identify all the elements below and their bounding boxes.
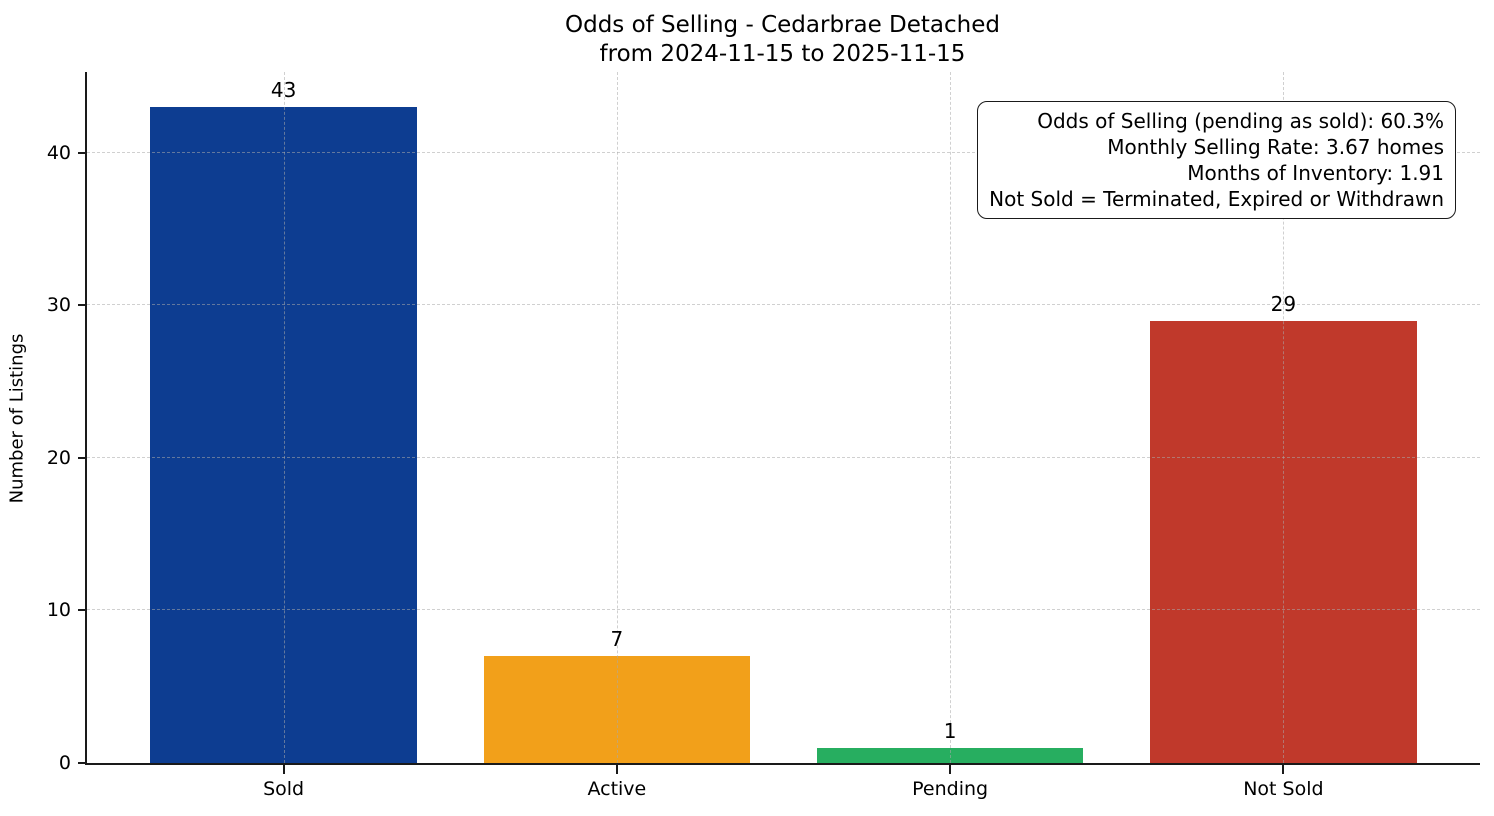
y-tick-mark-20 — [78, 456, 87, 459]
y-tick-mark-30 — [78, 304, 87, 307]
bar-value-label-not-sold: 29 — [1270, 291, 1297, 316]
x-tick-label-not-sold: Not Sold — [1243, 778, 1324, 800]
chart-subtitle: from 2024-11-15 to 2025-11-15 — [599, 41, 966, 67]
chart-title: Odds of Selling - Cedarbrae Detached — [564, 12, 1000, 38]
bar-sold — [150, 107, 417, 763]
annotation-box: Odds of Selling (pending as sold): 60.3%… — [977, 101, 1456, 219]
annotation-line-inventory: Months of Inventory: 1.91 — [1187, 161, 1444, 185]
y-tick-label-30: 30 — [46, 294, 71, 317]
y-tick-label-20: 20 — [46, 446, 71, 469]
x-tick-label-sold: Sold — [263, 778, 305, 800]
bar-value-label-active: 7 — [610, 627, 624, 652]
bar-value-label-pending: 1 — [943, 718, 957, 743]
x-tick-mark-sold — [282, 765, 285, 774]
annotation-line-not-sold-def: Not Sold = Terminated, Expired or Withdr… — [989, 187, 1444, 211]
x-tick-mark-pending — [949, 765, 952, 774]
chart-title-block: Odds of Selling - Cedarbrae Detached fro… — [85, 11, 1480, 69]
y-tick-mark-10 — [78, 609, 87, 612]
annotation-line-odds: Odds of Selling (pending as sold): 60.3% — [1037, 109, 1444, 133]
bar-pending — [816, 747, 1084, 763]
plot-area: 43 Sold 7 Active 1 Pending 29 Not Sold 0 10 20 30 40 — [47, 72, 1480, 800]
y-tick-label-0: 0 — [58, 752, 71, 774]
x-tick-mark-active — [615, 765, 618, 774]
x-tick-label-active: Active — [587, 778, 647, 800]
y-tick-mark-40 — [78, 151, 87, 154]
y-axis-label-wrap: Number of Listings — [4, 72, 30, 765]
y-tick-mark-0 — [78, 762, 87, 764]
x-tick-mark-not-sold — [1282, 765, 1285, 774]
bar-active — [483, 656, 751, 763]
y-axis-label: Number of Listings — [6, 333, 28, 504]
y-tick-label-40: 40 — [46, 141, 71, 164]
x-tick-label-pending: Pending — [912, 778, 989, 800]
bar-value-label-sold: 43 — [270, 78, 297, 103]
gridline-vertical — [950, 72, 952, 763]
bar-not-sold — [1150, 320, 1417, 763]
y-tick-label-10: 10 — [46, 599, 71, 622]
annotation-line-monthly-rate: Monthly Selling Rate: 3.67 homes — [1107, 135, 1444, 159]
